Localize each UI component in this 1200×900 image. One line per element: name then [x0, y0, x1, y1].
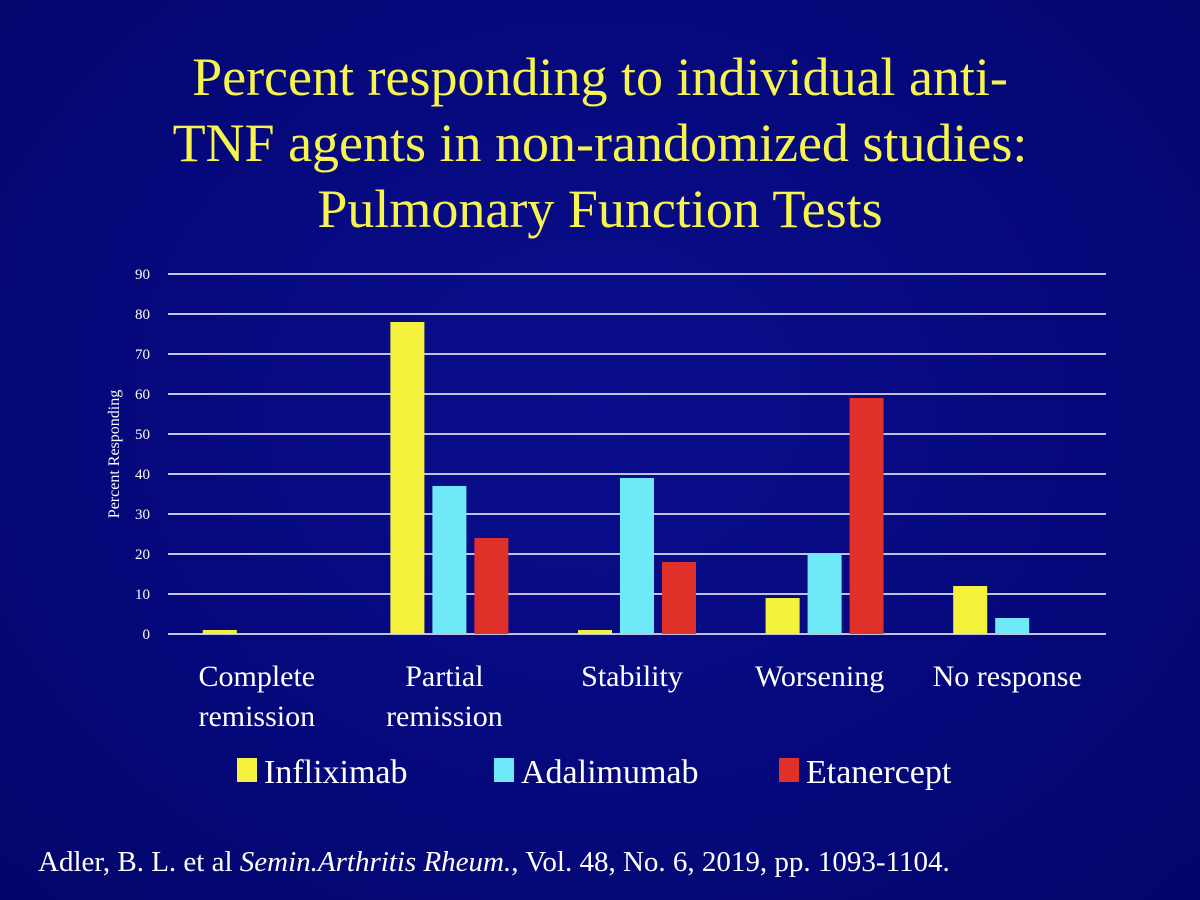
y-tick-label: 20 [135, 547, 150, 563]
legend-label: Etanercept [806, 754, 952, 791]
y-tick-label: 90 [135, 267, 150, 283]
bar [849, 398, 884, 634]
category-label: remission [386, 700, 503, 733]
y-tick-label: 0 [143, 627, 151, 643]
y-tick-label: 60 [135, 387, 150, 403]
y-tick-label: 30 [135, 507, 150, 523]
bar [202, 630, 237, 634]
citation-journal: Semin.Arthritis Rheum. [239, 846, 512, 878]
y-tick-label: 50 [135, 427, 150, 443]
bar [807, 554, 842, 634]
bar [662, 562, 696, 634]
category-label: remission [198, 700, 315, 733]
citation-authors: Adler, B. L. et al [38, 846, 240, 878]
category-label: Worsening [755, 660, 884, 693]
category-label: No response [933, 660, 1082, 693]
bar [620, 478, 654, 634]
title-line: TNF agents in non-randomized studies: [172, 113, 1028, 173]
citation-details: , Vol. 48, No. 6, 2019, pp. 1093-1104. [511, 846, 950, 878]
category-label: Complete [198, 660, 315, 693]
y-axis-label: Percent Responding [106, 390, 123, 518]
bar [995, 618, 1030, 634]
y-tick-label: 80 [135, 307, 150, 323]
legend-swatch [779, 758, 799, 782]
title-line: Percent responding to individual anti- [192, 47, 1008, 107]
bar [765, 598, 800, 634]
bar [953, 586, 988, 634]
y-tick-label: 40 [135, 467, 150, 483]
bar [474, 538, 509, 634]
y-tick-label: 70 [135, 347, 150, 363]
category-label: Stability [581, 660, 683, 693]
bar [390, 322, 425, 634]
y-tick-label: 10 [135, 587, 150, 603]
legend-swatch [494, 758, 514, 782]
category-label: Partial [405, 660, 483, 693]
slide-title: Percent responding to individual anti- T… [0, 44, 1200, 242]
bar [432, 486, 467, 634]
legend-swatch [237, 758, 257, 782]
citation: Adler, B. L. et al Semin.Arthritis Rheum… [38, 846, 950, 879]
legend-label: Infliximab [264, 754, 408, 791]
legend-label: Adalimumab [521, 754, 699, 791]
bar [578, 630, 612, 634]
title-line: Pulmonary Function Tests [317, 179, 883, 239]
